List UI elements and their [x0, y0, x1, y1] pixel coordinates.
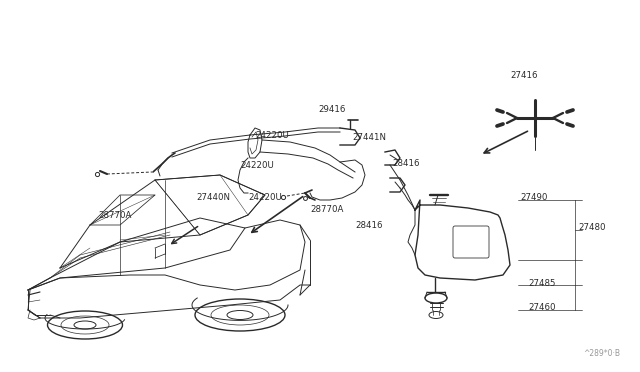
Text: 27416: 27416: [510, 71, 538, 80]
Text: 24220U: 24220U: [248, 193, 282, 202]
Text: ^289*0·B: ^289*0·B: [583, 349, 620, 358]
Text: 28770A: 28770A: [99, 211, 132, 219]
Text: 24220U: 24220U: [255, 131, 289, 140]
Text: 27480: 27480: [578, 224, 605, 232]
Text: 27485: 27485: [528, 279, 556, 288]
Text: 28416: 28416: [355, 221, 383, 230]
Text: 29416: 29416: [318, 106, 346, 115]
Text: 27440N: 27440N: [196, 192, 230, 202]
Text: 24220U: 24220U: [240, 160, 274, 170]
Text: 27490: 27490: [520, 193, 547, 202]
Text: 28416: 28416: [392, 158, 419, 167]
Text: 27441N: 27441N: [352, 134, 386, 142]
Text: 28770A: 28770A: [310, 205, 344, 215]
Text: 27460: 27460: [528, 304, 556, 312]
